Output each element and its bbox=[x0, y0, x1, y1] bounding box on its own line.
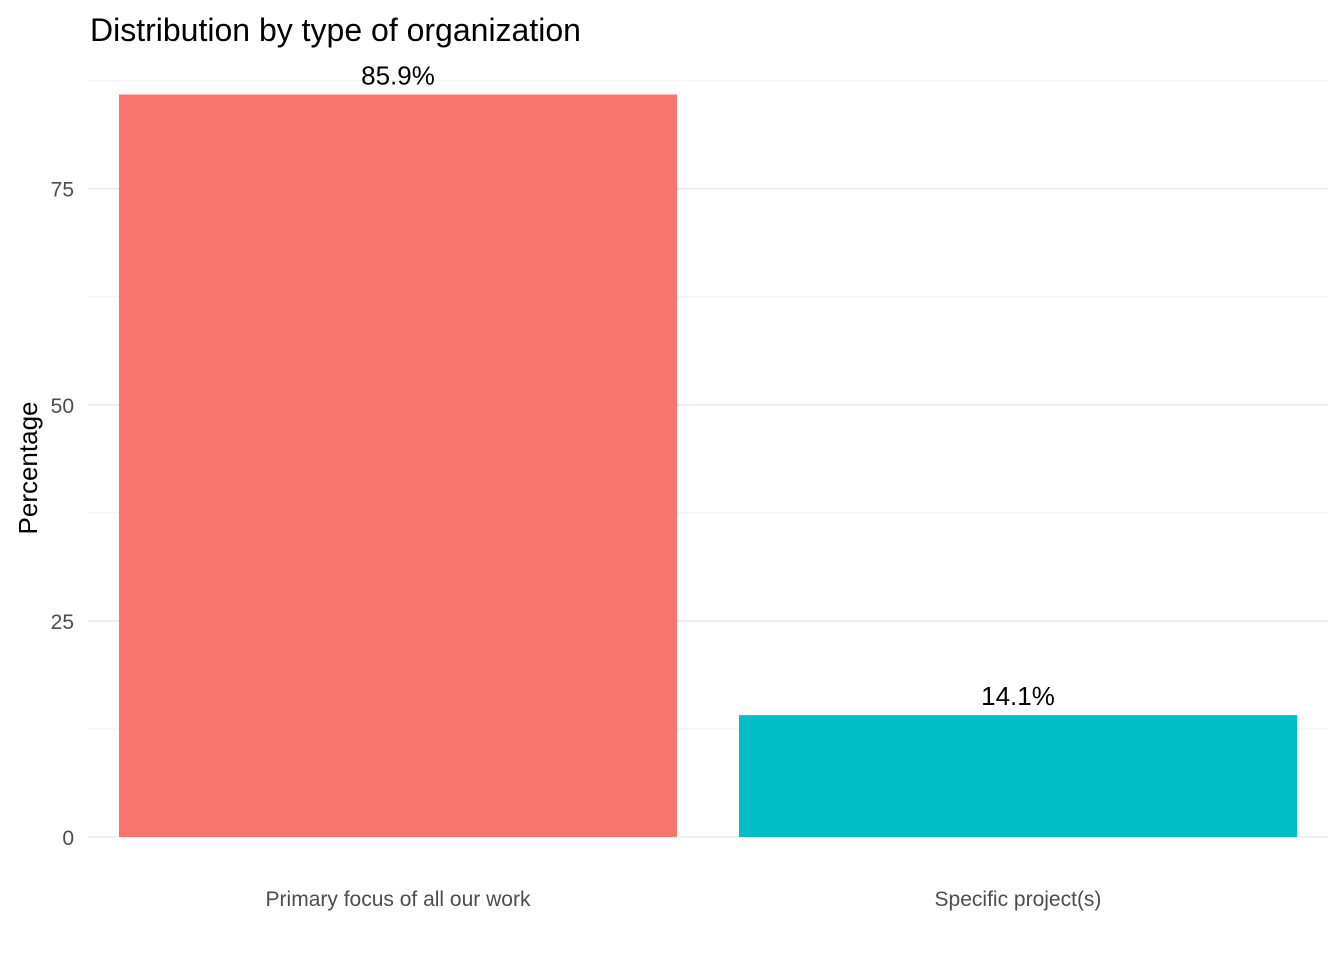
y-axis-title: Percentage bbox=[13, 402, 43, 535]
data-labels: 85.9% 14.1% bbox=[361, 61, 1055, 712]
bars bbox=[119, 94, 1297, 837]
data-label-1: 14.1% bbox=[981, 681, 1055, 711]
bar-0 bbox=[119, 94, 677, 837]
bar-1 bbox=[739, 715, 1297, 837]
y-axis-ticks: 0 25 50 75 bbox=[51, 179, 74, 850]
data-label-0: 85.9% bbox=[361, 61, 435, 91]
x-tick-label-1: Specific project(s) bbox=[935, 888, 1102, 911]
y-tick-label-2: 50 bbox=[51, 395, 74, 418]
chart-title: Distribution by type of organization bbox=[90, 12, 581, 48]
x-axis-ticks: Primary focus of all our work Specific pr… bbox=[266, 888, 1102, 911]
y-tick-label-0: 0 bbox=[62, 827, 74, 850]
y-tick-label-1: 25 bbox=[51, 611, 74, 634]
x-tick-label-0: Primary focus of all our work bbox=[266, 888, 531, 911]
y-tick-label-3: 75 bbox=[51, 179, 74, 202]
